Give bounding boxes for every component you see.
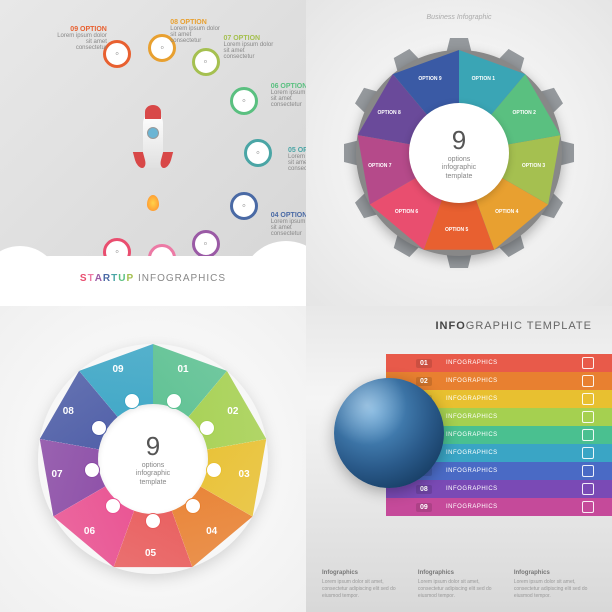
slice-icon	[166, 393, 182, 409]
option-label: 07 OPTIONLorem ipsum dolor sit amet cons…	[224, 35, 274, 60]
slice-number: 04	[206, 526, 217, 537]
option-node-06[interactable]: ◦	[230, 87, 258, 115]
slice-icon	[145, 513, 161, 529]
center-number: 9	[452, 125, 466, 156]
stripe-08[interactable]: 08 INFOGRAPHICS	[386, 480, 612, 498]
stripe-number: 09	[416, 503, 432, 512]
stripe-label: INFOGRAPHICS	[446, 468, 498, 474]
footer-col: InfographicsLorem ipsum dolor sit amet, …	[514, 569, 596, 600]
option-node-04[interactable]: ◦	[230, 192, 258, 220]
footer-col: InfographicsLorem ipsum dolor sit amet, …	[322, 569, 404, 600]
globe-stripes-infographic: INFOGRAPHIC TEMPLATE 01 INFOGRAPHICS 02 INF…	[306, 306, 612, 612]
stripe-icon	[582, 501, 594, 513]
stripe-number: 01	[416, 359, 432, 368]
startup-title: STARTUP INFOGRAPHICS	[80, 273, 226, 284]
option-node-03[interactable]: ◦	[192, 230, 220, 258]
globe-icon	[334, 378, 444, 488]
slice-number: 02	[227, 406, 238, 417]
slice-number: 07	[51, 469, 62, 480]
stripe-label: INFOGRAPHICS	[446, 360, 498, 366]
stripe-label: INFOGRAPHICS	[446, 378, 498, 384]
rocket-infographic: ◦01 OPTIONLorem ipsum dolor sit amet con…	[0, 0, 306, 306]
stripe-label: INFOGRAPHICS	[446, 450, 498, 456]
wheel-infographic: 9 options infographic template 01 02 03 04 0…	[0, 306, 306, 612]
slice-icon	[199, 420, 215, 436]
slice-number: 08	[63, 406, 74, 417]
stripe-label: INFOGRAPHICS	[446, 414, 498, 420]
gear-infographic: Business Infographic 9 options infograph…	[306, 0, 612, 306]
stripe-icon	[582, 393, 594, 405]
slice-icon	[124, 393, 140, 409]
stripe-label: INFOGRAPHICS	[446, 432, 498, 438]
option-node-09[interactable]: ◦	[103, 40, 131, 68]
slice-number: 06	[84, 526, 95, 537]
center-label: options infographic template	[442, 156, 476, 181]
slice-number: 09	[113, 364, 124, 375]
option-node-07[interactable]: ◦	[192, 48, 220, 76]
gear-chart: 9 options infographic template OPTION 1O…	[344, 38, 574, 268]
gear-center: 9 options infographic template	[409, 103, 509, 203]
stripe-icon	[582, 411, 594, 423]
center-label: options infographic template	[136, 462, 170, 487]
panel4-title: INFOGRAPHIC TEMPLATE	[435, 320, 592, 332]
rocket-icon	[139, 113, 167, 193]
stripe-icon	[582, 447, 594, 459]
center-number: 9	[146, 431, 160, 462]
option-label: 09 OPTIONLorem ipsum dolor sit amet cons…	[57, 26, 107, 51]
stripe-label: INFOGRAPHICS	[446, 396, 498, 402]
stripe-icon	[582, 465, 594, 477]
option-node-05[interactable]: ◦	[244, 139, 272, 167]
stripe-icon	[582, 483, 594, 495]
slice-number: 01	[177, 364, 188, 375]
stripe-icon	[582, 375, 594, 387]
stripe-icon	[582, 357, 594, 369]
stripe-label: INFOGRAPHICS	[446, 504, 498, 510]
option-label: 06 OPTIONLorem ipsum dolor sit amet cons…	[271, 83, 306, 108]
stripe-number: 02	[416, 377, 432, 386]
slice-icon	[84, 462, 100, 478]
footer-columns: InfographicsLorem ipsum dolor sit amet, …	[322, 569, 596, 600]
option-label: 04 OPTIONLorem ipsum dolor sit amet cons…	[271, 212, 306, 237]
stripe-number: 08	[416, 485, 432, 494]
stripe-icon	[582, 429, 594, 441]
footer-col: InfographicsLorem ipsum dolor sit amet, …	[418, 569, 500, 600]
stripe-09[interactable]: 09 INFOGRAPHICS	[386, 498, 612, 516]
option-label: 05 OPTIONLorem ipsum dolor sit amet cons…	[288, 147, 306, 172]
stripe-01[interactable]: 01 INFOGRAPHICS	[386, 354, 612, 372]
rocket-nodes-ring: ◦01 OPTIONLorem ipsum dolor sit amet con…	[23, 23, 283, 283]
option-label: 08 OPTIONLorem ipsum dolor sit amet cons…	[170, 19, 220, 44]
slice-number: 03	[239, 469, 250, 480]
stripe-label: INFOGRAPHICS	[446, 486, 498, 492]
slice-number: 05	[145, 548, 156, 559]
gear-subtitle: Business Infographic	[427, 14, 492, 21]
slice-icon	[206, 462, 222, 478]
